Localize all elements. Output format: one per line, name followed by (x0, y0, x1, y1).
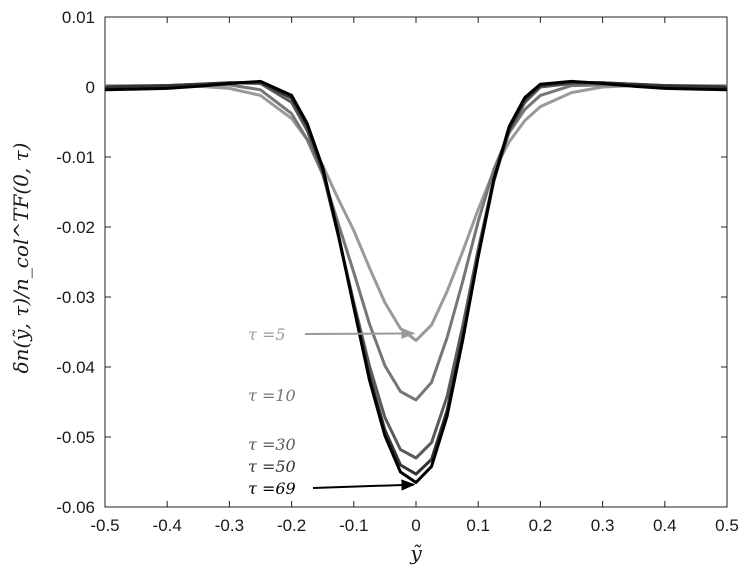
x-tick-label: 0.1 (466, 516, 490, 535)
x-tick-label: 0.3 (591, 516, 615, 535)
series-line (104, 83, 727, 402)
x-tick-label: 0.5 (715, 516, 739, 535)
x-tick-label: 0.4 (653, 516, 677, 535)
series-line (104, 79, 728, 484)
x-tick-label: 0 (411, 516, 420, 535)
y-tick-label: -0.03 (56, 288, 95, 307)
y-tick-label: 0 (86, 78, 95, 97)
y-tick-label: -0.04 (56, 358, 95, 377)
series-line (105, 84, 727, 342)
series-label: τ =30 (248, 435, 296, 454)
x-tick-label: -0.5 (90, 516, 119, 535)
x-tick-label: -0.1 (339, 516, 368, 535)
plot-frame (104, 16, 728, 508)
y-tick-label: -0.05 (56, 428, 95, 447)
y-tick-label: -0.01 (56, 148, 95, 167)
series-labels: τ =5 τ =10 τ =30 τ =50 τ =69 (248, 325, 416, 498)
x-tick-label: 0.2 (529, 516, 553, 535)
y-tick-label: -0.02 (56, 218, 95, 237)
x-tick-label: -0.2 (277, 516, 306, 535)
y-axis: 0.01 0 -0.01 -0.02 -0.03 -0.04 -0.05 -0.06 (56, 8, 727, 517)
annotation-arrow (304, 327, 416, 340)
x-axis-title: ỹ (409, 541, 422, 565)
y-axis-title: δn(ỹ, τ)/n_col^TF(0, τ) (9, 143, 33, 374)
series-label: τ =5 (248, 325, 286, 344)
series-lines (104, 79, 728, 484)
x-tick-label: -0.4 (153, 516, 182, 535)
series-label: τ =50 (248, 457, 296, 476)
x-tick-label: -0.3 (215, 516, 244, 535)
y-tick-label: -0.06 (56, 498, 95, 517)
annotation-arrow (312, 479, 416, 491)
plot-area (104, 16, 728, 508)
x-axis: -0.5 -0.4 -0.3 -0.2 -0.1 0 0.1 0.2 0.3 0.4 0.5 (90, 17, 739, 535)
series-label: τ =10 (248, 386, 296, 405)
series-line (104, 81, 728, 460)
series-line (104, 80, 728, 476)
y-tick-label: 0.01 (62, 8, 95, 27)
series-label: τ =69 (248, 479, 296, 498)
